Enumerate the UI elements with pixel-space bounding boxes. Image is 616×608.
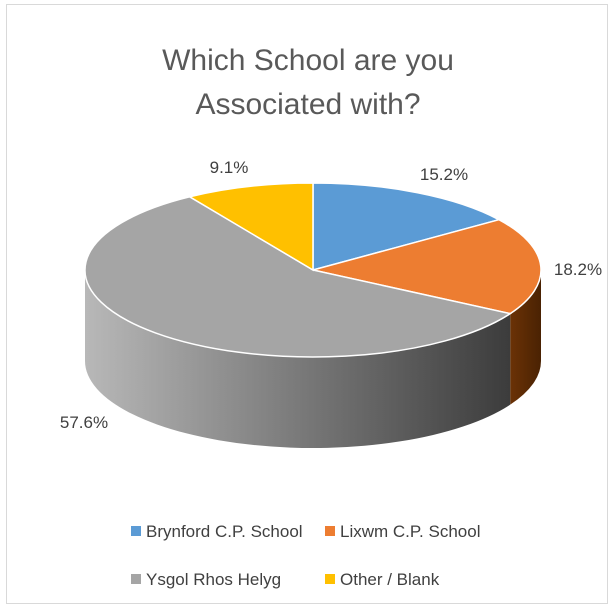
data-label-lixwm: 18.2% xyxy=(554,260,602,279)
legend-swatch-lixwm xyxy=(325,526,335,536)
legend-label-ysgol: Ysgol Rhos Helyg xyxy=(146,570,281,589)
legend-label-lixwm: Lixwm C.P. School xyxy=(340,522,480,541)
legend-item-lixwm[interactable]: Lixwm C.P. School xyxy=(325,522,480,541)
legend: Brynford C.P. School Lixwm C.P. School Y… xyxy=(131,522,480,589)
data-label-other: 9.1% xyxy=(210,158,249,177)
legend-item-other[interactable]: Other / Blank xyxy=(325,570,440,589)
pie-wall-lixwm xyxy=(510,270,541,405)
pie-slices xyxy=(84,182,542,358)
pie-depth-walls xyxy=(85,270,541,448)
pie-slice-ysgol[interactable] xyxy=(84,196,513,358)
data-label-brynford: 15.2% xyxy=(420,165,468,184)
chart-title-line-1: Which School are you xyxy=(162,44,454,77)
pie-slice-other[interactable] xyxy=(187,182,314,272)
data-label-ysgol: 57.6% xyxy=(60,413,108,432)
legend-label-brynford: Brynford C.P. School xyxy=(146,522,303,541)
legend-label-other: Other / Blank xyxy=(340,570,440,589)
legend-swatch-other xyxy=(325,574,335,584)
pie-slice-brynford[interactable] xyxy=(312,182,502,271)
legend-item-brynford[interactable]: Brynford C.P. School xyxy=(131,522,303,541)
chart-title-line-2: Associated with? xyxy=(195,88,420,121)
pie-wall-ysgol xyxy=(85,270,511,448)
legend-item-ysgol[interactable]: Ysgol Rhos Helyg xyxy=(131,570,281,589)
legend-swatch-ysgol xyxy=(131,574,141,584)
legend-swatch-brynford xyxy=(131,526,141,536)
pie-slice-lixwm[interactable] xyxy=(312,218,542,315)
